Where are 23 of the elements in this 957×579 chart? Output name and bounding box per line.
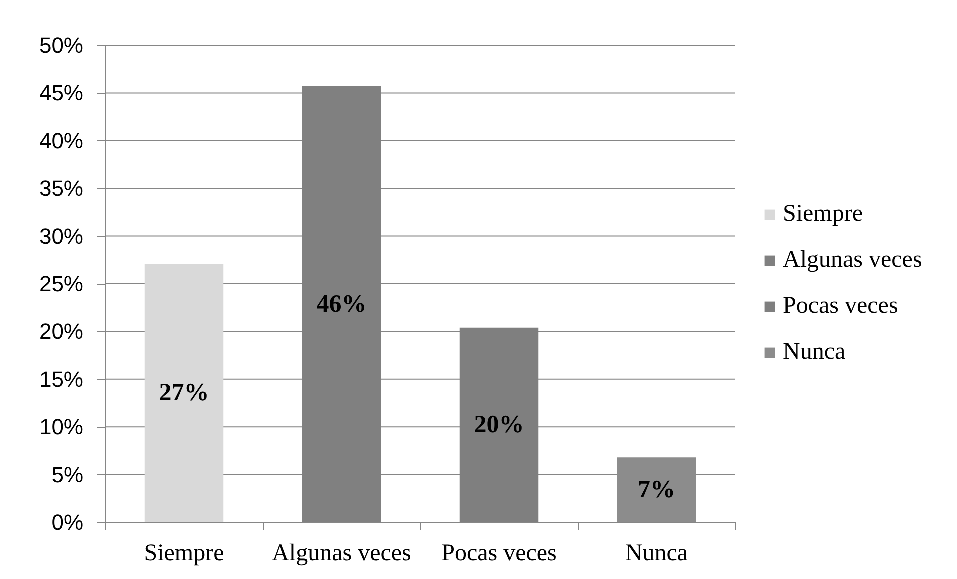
legend-label: Algunas veces: [783, 247, 922, 274]
y-tick-label: 20%: [39, 319, 84, 344]
legend-label: Siempre: [783, 201, 863, 228]
legend-label: Pocas veces: [783, 293, 898, 320]
y-tick-label: 5%: [52, 462, 84, 488]
x-tick-label: Algunas veces: [272, 540, 412, 566]
data-label: 20%: [474, 412, 524, 439]
y-tick-label: 25%: [39, 272, 84, 296]
x-tick-label: Pocas veces: [442, 540, 557, 566]
x-tick-label: Siempre: [144, 540, 224, 566]
y-tick-label: 30%: [39, 224, 84, 249]
x-tick-label: Nunca: [625, 540, 688, 566]
y-tick-label: 35%: [39, 176, 84, 202]
y-tick-label: 40%: [39, 128, 84, 154]
y-tick-label: 10%: [39, 414, 84, 440]
y-tick-label: 0%: [52, 510, 84, 535]
data-label: 27%: [159, 380, 210, 407]
y-tick-label: 45%: [39, 80, 84, 106]
y-tick-label: 15%: [39, 366, 84, 392]
legend-label: Nunca: [783, 339, 846, 366]
data-label: 46%: [316, 291, 367, 318]
data-label: 7%: [638, 476, 676, 504]
y-tick-label: 50%: [39, 33, 84, 58]
